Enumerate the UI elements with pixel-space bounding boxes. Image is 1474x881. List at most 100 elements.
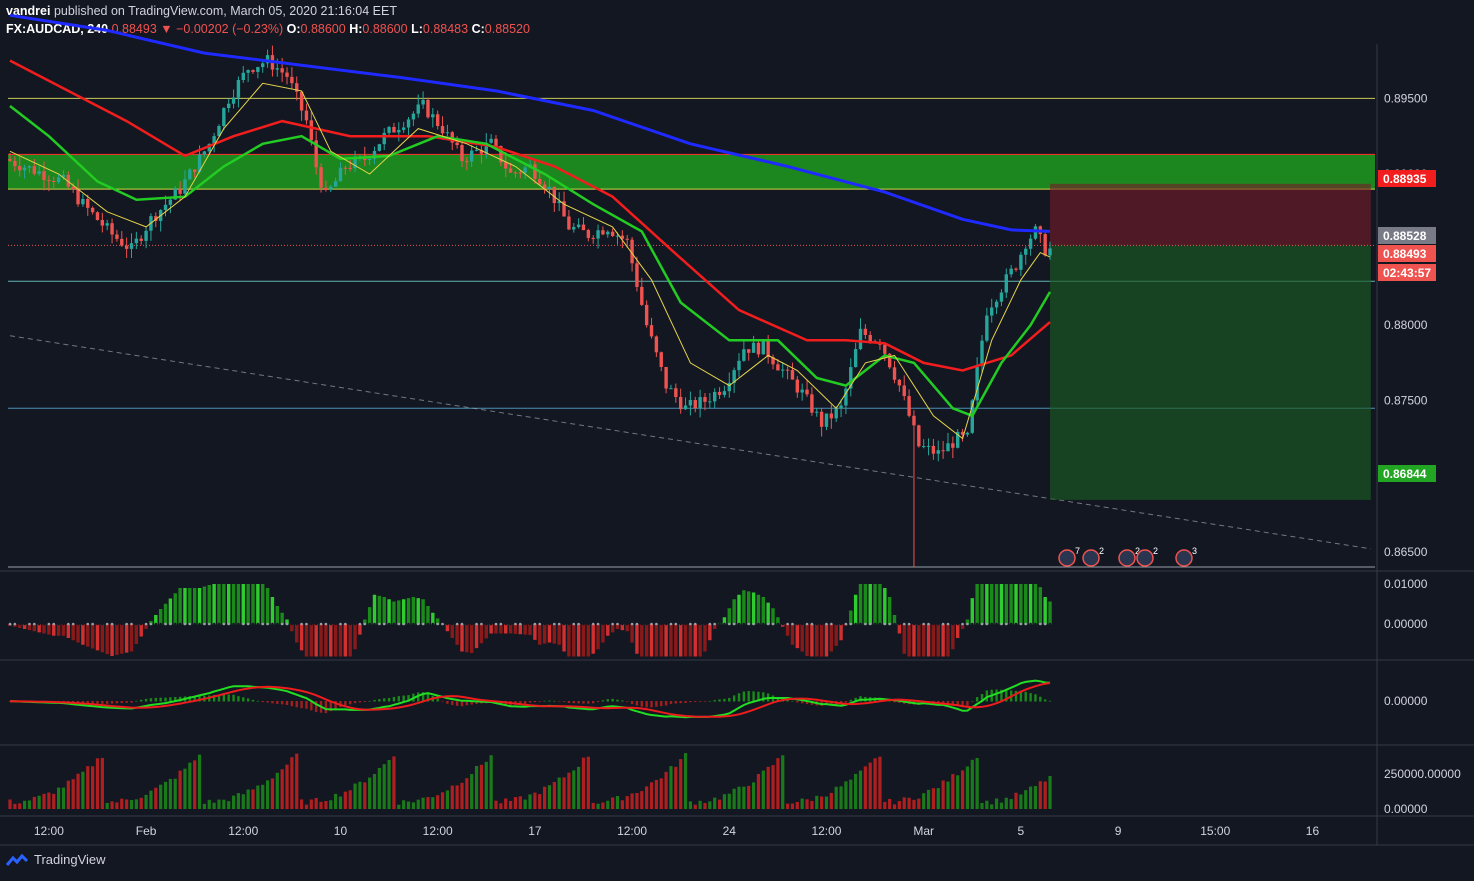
volume-bar	[538, 794, 542, 809]
macd-bar	[256, 700, 260, 702]
volume-bar	[591, 802, 595, 809]
squeeze-dot	[898, 622, 901, 626]
candle-body	[664, 366, 668, 389]
macd-bar	[616, 699, 619, 702]
candle-body	[659, 352, 663, 367]
event-marker: 2	[1118, 546, 1140, 567]
candle-body	[844, 388, 848, 406]
histogram-bar	[664, 624, 668, 657]
squeeze-dot	[907, 622, 911, 626]
candle-body	[333, 181, 338, 187]
macd-bar	[86, 701, 89, 704]
candle-body	[678, 396, 683, 410]
squeeze-dot	[625, 622, 629, 626]
volume-bar	[440, 792, 445, 809]
histogram-bar	[42, 624, 46, 634]
macd-bar	[786, 699, 789, 702]
histogram-bar	[912, 624, 916, 657]
author-name[interactable]: vandrei	[6, 4, 51, 18]
volume-bar	[470, 774, 474, 809]
candle-body	[197, 154, 202, 173]
candle-body	[416, 104, 420, 114]
histogram-bar	[251, 584, 255, 625]
squeeze-dot	[917, 622, 921, 626]
candle-body	[756, 342, 761, 355]
squeeze-dot	[256, 622, 260, 626]
price-label-tag	[1378, 245, 1436, 262]
volume-bar	[878, 756, 882, 809]
candle-body	[858, 328, 863, 350]
event-count: 3	[1192, 546, 1197, 556]
histogram-bar	[314, 624, 318, 657]
price-label-tag	[1378, 465, 1436, 482]
volume-bar	[504, 798, 508, 809]
candle-body	[387, 126, 391, 133]
squeeze-dot	[1029, 622, 1032, 626]
squeeze-dot	[956, 622, 959, 626]
histogram-bar	[154, 615, 158, 625]
macd-bar	[310, 701, 313, 711]
macd-bar	[314, 701, 318, 713]
volume-bar	[528, 794, 532, 809]
macd-bar	[742, 691, 746, 702]
squeeze-dot	[800, 622, 804, 626]
volume-bar	[926, 789, 931, 809]
squeeze-dot	[402, 622, 405, 626]
squeeze-dot	[159, 622, 162, 626]
squeeze-dot	[1048, 622, 1052, 626]
volume-bar	[42, 793, 46, 809]
squeeze-dot	[465, 622, 469, 626]
macd-bar	[460, 701, 464, 707]
volume-bar	[125, 799, 129, 809]
time-tick-label: 9	[1115, 824, 1122, 838]
histogram-bar	[829, 624, 834, 652]
volume-bar	[902, 797, 906, 809]
squeeze-dot	[489, 622, 493, 626]
squeeze-dot	[1039, 622, 1042, 626]
time-tick-label: 24	[723, 824, 737, 838]
time-tick-label: 17	[528, 824, 542, 838]
time-tick-label: Mar	[913, 824, 934, 838]
macd-bar	[144, 698, 148, 702]
macd-bar	[519, 701, 522, 705]
candle-body	[27, 166, 32, 168]
squeeze-dot	[285, 622, 289, 626]
squeeze-dot	[689, 622, 692, 626]
candle-body	[13, 160, 17, 167]
squeeze-dot	[747, 622, 751, 626]
squeeze-dot	[431, 622, 435, 626]
squeeze-dot	[125, 622, 128, 626]
histogram-bar	[479, 624, 484, 644]
macd-bar	[436, 698, 439, 702]
candle-body	[382, 132, 386, 145]
volume-bar	[47, 792, 51, 809]
squeeze-dot	[538, 622, 542, 626]
volume-bar	[1043, 781, 1047, 809]
tradingview-footer[interactable]: TradingView	[6, 852, 106, 867]
squeeze-dot	[237, 622, 240, 626]
squeeze-dot	[76, 622, 80, 626]
macd-bar	[528, 701, 532, 703]
candle-body	[304, 110, 309, 121]
volume-bar	[523, 799, 527, 809]
squeeze-dot	[368, 622, 371, 626]
volume-bar	[829, 792, 833, 809]
volume-bar	[1004, 797, 1008, 809]
squeeze-dot	[412, 622, 415, 626]
squeeze-dot	[378, 622, 381, 626]
histogram-bar	[747, 591, 751, 625]
histogram-bar	[338, 624, 343, 657]
candle-body	[683, 405, 688, 410]
macd-bar	[1034, 694, 1037, 702]
squeeze-dot	[859, 622, 862, 626]
candle-body	[956, 431, 960, 448]
histogram-bar	[892, 615, 897, 625]
histogram-bar	[572, 624, 576, 657]
macd-bar	[854, 697, 857, 702]
volume-bar	[999, 802, 1004, 809]
histogram-bar	[484, 624, 488, 639]
histogram-bar	[367, 607, 372, 625]
volume-bar	[844, 781, 848, 809]
candle-body	[440, 126, 445, 134]
